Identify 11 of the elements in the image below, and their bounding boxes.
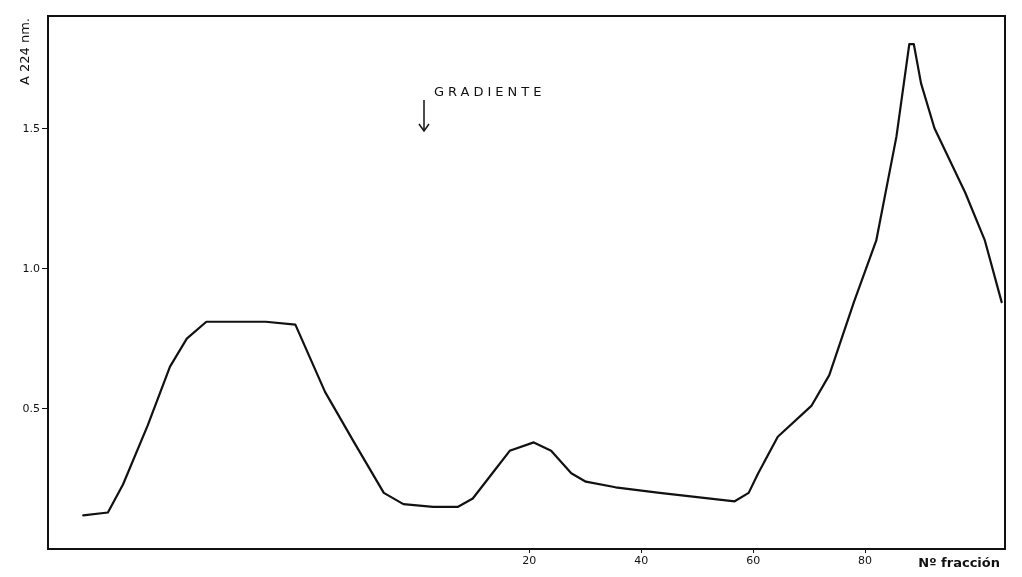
- x-tick-label: 20: [522, 554, 537, 567]
- x-tick-label: 80: [858, 554, 873, 567]
- x-axis-title: Nº fracción: [918, 555, 1001, 570]
- annotation: GRADIENTE: [434, 84, 546, 99]
- y-tick-label: 0.5: [22, 402, 40, 416]
- line-series: [82, 42, 1003, 517]
- x-tick-label: 40: [634, 554, 649, 567]
- y-axis-title: A 224 nm.: [17, 17, 32, 86]
- x-tick-label: 60: [746, 554, 761, 567]
- y-tick-label: 1.0: [22, 261, 40, 275]
- y-tick-label: 1.5: [22, 121, 40, 135]
